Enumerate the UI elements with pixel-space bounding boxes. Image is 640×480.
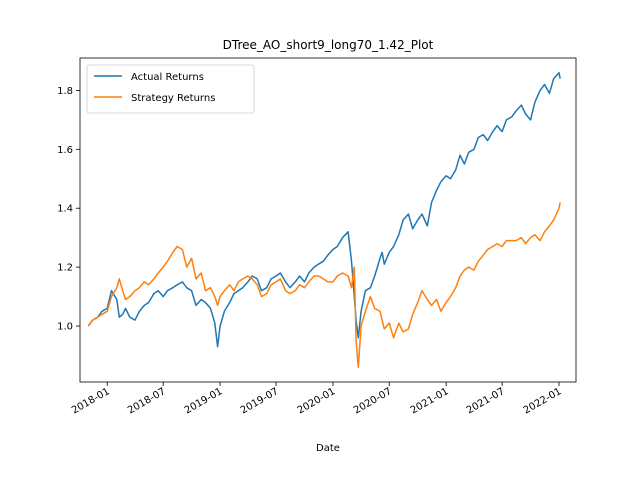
y-tick-label: 1.0 [57,322,73,333]
legend-box [86,64,255,114]
series-line-strategy-returns [87,202,561,369]
legend: Actual Returns Strategy Returns [86,64,255,114]
chart-title: DTree_AO_short9_long70_1.42_Plot [223,38,434,52]
lines-layer [87,71,561,369]
series-line-actual-returns [87,71,561,348]
legend-label-strategy-returns: Strategy Returns [131,93,215,104]
y-axis: 1.0 1.2 1.4 1.6 1.8 [57,86,80,333]
legend-label-actual-returns: Actual Returns [131,72,204,83]
x-axis-label: Date [316,443,340,454]
plot-area-frame [79,57,577,383]
y-tick-label: 1.2 [57,263,73,274]
y-tick-label: 1.4 [57,204,73,215]
y-tick-label: 1.6 [57,145,73,156]
y-tick-label: 1.8 [57,86,73,97]
